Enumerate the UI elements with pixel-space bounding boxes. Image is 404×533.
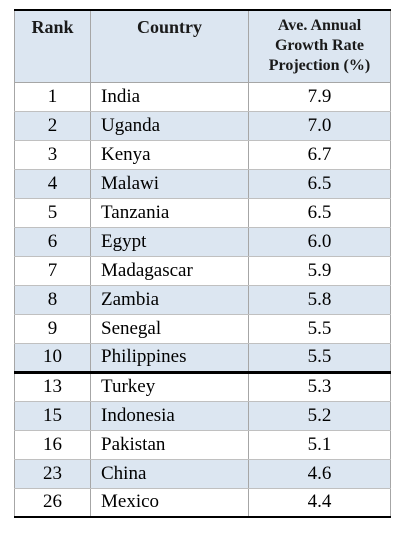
country-cell: Kenya [90, 140, 249, 170]
country-cell: Mexico [90, 488, 249, 518]
rank-cell: 9 [14, 314, 91, 344]
country-cell: Zambia [90, 285, 249, 315]
country-cell: Tanzania [90, 198, 249, 228]
table-row: 5 Tanzania 6.5 [14, 198, 391, 228]
rank-column-header: Rank [14, 9, 91, 83]
table-row: 15 Indonesia 5.2 [14, 401, 391, 431]
country-cell: Senegal [90, 314, 249, 344]
growth-cell: 4.4 [248, 488, 391, 518]
table-row: 26 Mexico 4.4 [14, 488, 391, 518]
country-cell: Turkey [90, 370, 249, 402]
rank-cell: 16 [14, 430, 91, 460]
rank-cell: 15 [14, 401, 91, 431]
rank-cell: 1 [14, 82, 91, 112]
growth-cell: 7.9 [248, 82, 391, 112]
table-header: Rank Country Ave. Annual Growth Rate Pro… [14, 9, 391, 83]
table-row: 9 Senegal 5.5 [14, 314, 391, 344]
rank-cell: 5 [14, 198, 91, 228]
table-row: 10 Philippines 5.5 [14, 343, 391, 373]
growth-cell: 5.1 [248, 430, 391, 460]
growth-cell: 4.6 [248, 459, 391, 489]
country-cell: Philippines [90, 343, 249, 373]
growth-column-header: Ave. Annual Growth Rate Projection (%) [248, 9, 391, 83]
table-row: 3 Kenya 6.7 [14, 140, 391, 170]
table-row: 23 China 4.6 [14, 459, 391, 489]
rank-cell: 6 [14, 227, 91, 257]
growth-cell: 5.8 [248, 285, 391, 315]
growth-cell: 6.7 [248, 140, 391, 170]
growth-cell: 6.5 [248, 169, 391, 199]
table-row: 7 Madagascar 5.9 [14, 256, 391, 286]
growth-cell: 5.2 [248, 401, 391, 431]
growth-cell: 6.0 [248, 227, 391, 257]
table-row: 6 Egypt 6.0 [14, 227, 391, 257]
growth-cell: 6.5 [248, 198, 391, 228]
rank-cell: 26 [14, 488, 91, 518]
country-cell: Uganda [90, 111, 249, 141]
country-cell: India [90, 82, 249, 112]
table-row: 16 Pakistan 5.1 [14, 430, 391, 460]
rank-cell: 23 [14, 459, 91, 489]
growth-header-line-1: Ave. Annual [277, 17, 362, 34]
country-cell: Egypt [90, 227, 249, 257]
growth-cell: 5.9 [248, 256, 391, 286]
table-row: 4 Malawi 6.5 [14, 169, 391, 199]
growth-cell: 5.5 [248, 343, 391, 373]
table-row: 8 Zambia 5.8 [14, 285, 391, 315]
growth-header-line-3: Projection (%) [268, 57, 371, 74]
rank-cell: 8 [14, 285, 91, 315]
rank-cell: 13 [14, 370, 91, 402]
table-body: 1 India 7.9 2 Uganda 7.0 3 Kenya 6.7 4 M… [14, 82, 391, 518]
rank-cell: 10 [14, 343, 91, 373]
table-row: 1 India 7.9 [14, 82, 391, 112]
header-row: Rank Country Ave. Annual Growth Rate Pro… [14, 9, 391, 83]
growth-cell: 7.0 [248, 111, 391, 141]
growth-projection-table: Rank Country Ave. Annual Growth Rate Pro… [14, 9, 391, 518]
rank-cell: 4 [14, 169, 91, 199]
growth-cell: 5.5 [248, 314, 391, 344]
country-cell: Indonesia [90, 401, 249, 431]
rank-cell: 2 [14, 111, 91, 141]
country-cell: Malawi [90, 169, 249, 199]
country-cell: Pakistan [90, 430, 249, 460]
country-column-header: Country [90, 9, 249, 83]
table-row: 2 Uganda 7.0 [14, 111, 391, 141]
table-row: 13 Turkey 5.3 [14, 370, 391, 402]
country-cell: China [90, 459, 249, 489]
country-cell: Madagascar [90, 256, 249, 286]
rank-cell: 3 [14, 140, 91, 170]
growth-cell: 5.3 [248, 370, 391, 402]
rank-cell: 7 [14, 256, 91, 286]
growth-header-line-2: Growth Rate [274, 37, 365, 54]
